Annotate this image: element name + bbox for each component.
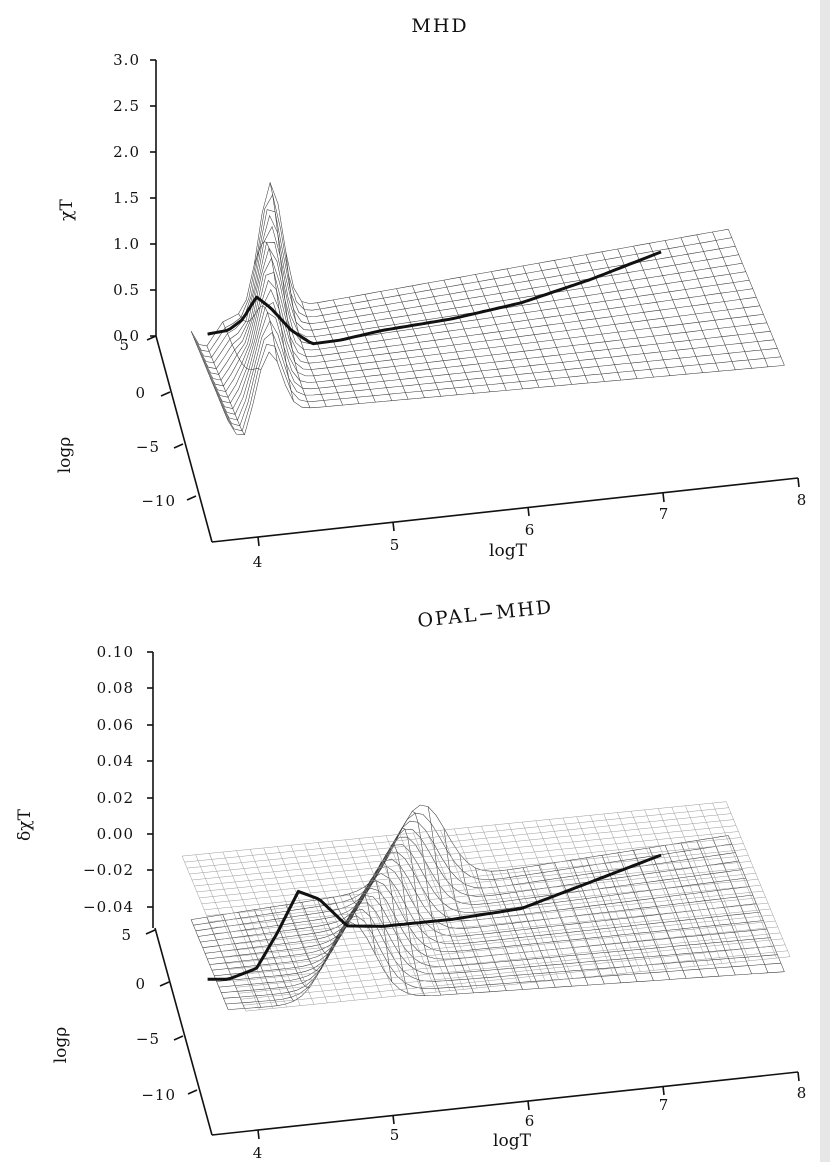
series-curve: [207, 250, 662, 346]
x-tick-label: 7: [659, 1096, 670, 1114]
z-tick-label: 0.02: [97, 789, 134, 807]
x-axis: 4 5 6 7 8 logT: [211, 1071, 808, 1162]
y-tick-label: 5: [119, 336, 130, 354]
x-tick-label: 5: [390, 1126, 401, 1144]
z-tick-label: 0.0: [113, 327, 140, 345]
y-tick-label: 0: [135, 975, 146, 993]
y-tick-label: −5: [136, 1030, 160, 1048]
z-tick-label: 0.06: [97, 716, 134, 734]
panel-opal-mhd: OPAL−MHD 0.10 0.08 0.06 0.04 0.02 0.00 −…: [15, 596, 808, 1162]
window-edge: [820, 0, 830, 1162]
panel-mhd: MHD 3.0 2.5 2.0 1.5 1.0 0.5 0.0 χT: [55, 15, 808, 571]
z-axis: 0.10 0.08 0.06 0.04 0.02 0.00 −0.02 −0.0…: [15, 643, 154, 928]
x-axis-label: logT: [493, 1131, 532, 1151]
z-axis-label: δχT: [15, 808, 35, 841]
x-tick-label: 7: [659, 505, 670, 523]
z-tick-label: 0.04: [97, 752, 134, 770]
z-tick-label: 0.00: [97, 825, 134, 843]
y-axis: 5 0 −5 −10 logρ: [51, 926, 213, 1136]
panel-title: OPAL−MHD: [417, 596, 555, 632]
z-tick-label: 0.08: [97, 679, 134, 697]
surface-mesh: [181, 801, 791, 1012]
y-axis-label: logρ: [51, 1027, 71, 1064]
y-tick-label: −10: [141, 492, 176, 510]
z-axis: 3.0 2.5 2.0 1.5 1.0 0.5 0.0 χT: [57, 51, 157, 345]
y-tick-label: −10: [141, 1086, 176, 1104]
panel-title: MHD: [411, 15, 468, 37]
z-tick-label: −0.04: [83, 898, 134, 916]
y-tick-label: −5: [136, 438, 160, 456]
x-axis: 4 5 6 7 8 logT: [211, 477, 808, 571]
x-tick-label: 5: [390, 536, 401, 554]
z-tick-label: 1.0: [113, 235, 140, 253]
y-axis-label: logρ: [55, 437, 75, 474]
y-axis: 5 0 −5 −10 logρ: [55, 335, 213, 543]
x-tick-label: 8: [797, 1084, 808, 1102]
z-tick-label: 1.5: [113, 189, 140, 207]
series-curve: [207, 853, 662, 981]
z-tick-label: 3.0: [113, 51, 140, 69]
y-tick-label: 5: [121, 926, 132, 944]
z-tick-label: 0.10: [97, 643, 134, 661]
z-tick-label: 2.5: [113, 97, 140, 115]
z-tick-label: −0.02: [83, 861, 134, 879]
surface-mesh: [190, 181, 785, 435]
y-tick-label: 0: [135, 384, 146, 402]
x-tick-label: 8: [797, 491, 808, 509]
x-axis-label: logT: [489, 541, 528, 561]
z-tick-label: 2.0: [113, 143, 140, 161]
x-tick-label: 4: [253, 1144, 264, 1162]
z-axis-label: χT: [57, 199, 77, 221]
z-tick-label: 0.5: [113, 281, 140, 299]
x-tick-label: 6: [525, 1112, 536, 1130]
x-tick-label: 4: [253, 553, 264, 571]
x-tick-label: 6: [525, 521, 536, 539]
